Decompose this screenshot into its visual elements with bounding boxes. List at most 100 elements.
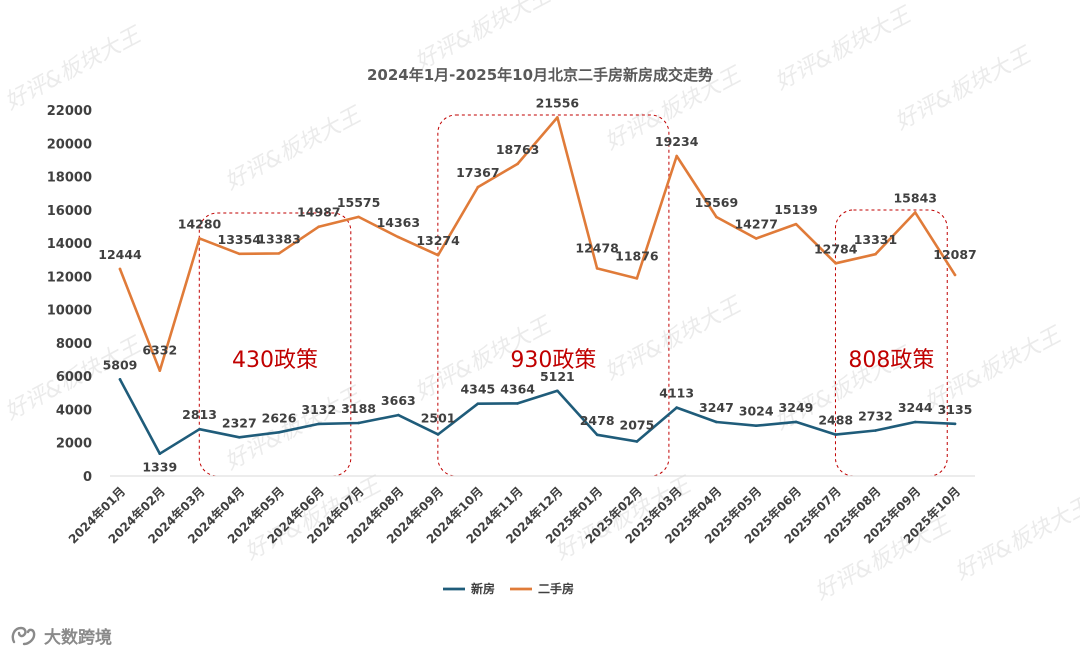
data-point <box>953 273 957 277</box>
data-label: 15575 <box>337 195 381 210</box>
data-point <box>556 116 559 119</box>
data-point <box>516 402 519 405</box>
data-label: 4364 <box>500 381 535 396</box>
data-point <box>436 433 440 436</box>
policy-label: 808政策 <box>848 348 934 373</box>
data-point <box>874 252 877 256</box>
data-label: 19234 <box>655 134 699 149</box>
brand-logo-icon <box>11 626 36 645</box>
y-tick-label: 4000 <box>56 403 92 418</box>
data-label: 13354 <box>218 232 262 247</box>
y-tick-label: 0 <box>83 470 92 485</box>
watermark-text: 好评&板块大王 <box>951 492 1080 585</box>
data-point <box>635 277 639 280</box>
data-point <box>237 252 241 256</box>
data-label: 5121 <box>540 369 575 384</box>
watermark-text: 好评&板块大王 <box>891 42 1036 135</box>
data-label: 2732 <box>858 409 893 424</box>
data-label: 2488 <box>818 413 853 428</box>
y-tick-label: 10000 <box>47 304 92 319</box>
data-point <box>834 433 838 436</box>
data-point <box>317 225 321 228</box>
watermark-text: 好评&板块大王 <box>1 22 146 115</box>
data-label: 3249 <box>779 400 814 415</box>
policy-box <box>834 209 948 477</box>
data-point <box>834 262 838 265</box>
data-point <box>277 252 281 255</box>
data-label: 11876 <box>615 248 659 263</box>
policy-label: 930政策 <box>510 348 596 373</box>
data-point <box>595 433 599 437</box>
data-label: 2075 <box>620 417 655 432</box>
data-label: 15843 <box>893 190 937 205</box>
data-label: 3247 <box>699 400 734 415</box>
footer-source-label: 大数跨境 <box>44 628 112 648</box>
data-point <box>874 429 877 432</box>
data-point <box>913 420 917 424</box>
data-label: 13383 <box>257 231 301 246</box>
data-point <box>794 222 798 226</box>
data-label: 6332 <box>142 343 177 358</box>
data-point <box>397 235 400 239</box>
data-label: 21556 <box>536 95 580 110</box>
y-tick-label: 8000 <box>56 337 92 352</box>
watermark-text: 好评&板块大王 <box>771 2 916 95</box>
data-point <box>436 253 440 257</box>
data-point <box>754 237 758 240</box>
data-point <box>516 162 519 166</box>
watermark-text: 好评&板块大王 <box>601 292 746 385</box>
data-point <box>635 440 639 443</box>
data-point <box>715 420 718 424</box>
data-label: 14277 <box>734 216 778 231</box>
data-point <box>715 215 718 219</box>
y-tick-label: 6000 <box>56 370 92 385</box>
data-point <box>198 427 201 431</box>
data-point <box>913 211 917 214</box>
data-label: 1339 <box>142 460 177 475</box>
data-point <box>158 369 162 372</box>
data-point <box>476 185 480 189</box>
data-label: 3244 <box>898 400 933 415</box>
data-point <box>118 267 122 271</box>
data-label: 4113 <box>659 386 694 401</box>
data-label: 14987 <box>297 205 341 220</box>
data-label: 12784 <box>814 241 858 256</box>
x-axis: 2024年01月2024年02月2024年03月2024年04月2024年05月… <box>65 475 975 547</box>
data-point <box>675 406 678 409</box>
footer-logo: 大数跨境 <box>10 623 112 648</box>
data-point <box>794 420 798 424</box>
legend: 新房 二手房 <box>443 581 574 596</box>
data-point <box>357 215 360 219</box>
data-label: 12444 <box>98 247 142 262</box>
series-line <box>118 378 957 456</box>
series-layer <box>118 116 957 456</box>
data-label: 13331 <box>854 232 898 247</box>
data-label: 3132 <box>301 402 336 417</box>
y-tick-label: 16000 <box>47 204 92 219</box>
y-tick-label: 22000 <box>47 104 92 119</box>
y-tick-label: 2000 <box>56 437 92 452</box>
legend-label: 新房 <box>471 581 495 596</box>
data-label: 2327 <box>222 415 257 430</box>
watermark-text: 好评&板块大王 <box>411 0 556 75</box>
legend-label: 二手房 <box>538 581 574 596</box>
data-label: 5809 <box>103 357 138 372</box>
data-point <box>953 422 957 426</box>
data-point <box>675 154 678 158</box>
data-label: 15139 <box>774 202 818 217</box>
data-label: 3663 <box>381 393 416 408</box>
data-label: 3024 <box>739 404 774 419</box>
annotation-layer: 430政策 930政策 808政策 <box>198 114 948 477</box>
data-point <box>476 402 480 406</box>
data-label: 14363 <box>377 215 421 230</box>
y-axis: 0 2000 4000 6000 8000 10000 12000 14000 16000 180… <box>47 104 92 485</box>
data-label: 18763 <box>496 142 540 157</box>
data-label: 3188 <box>341 401 376 416</box>
y-tick-label: 20000 <box>47 137 92 152</box>
data-label: 14280 <box>178 216 222 231</box>
data-point <box>158 452 162 456</box>
y-tick-label: 12000 <box>47 270 92 285</box>
data-label: 2626 <box>262 410 297 425</box>
